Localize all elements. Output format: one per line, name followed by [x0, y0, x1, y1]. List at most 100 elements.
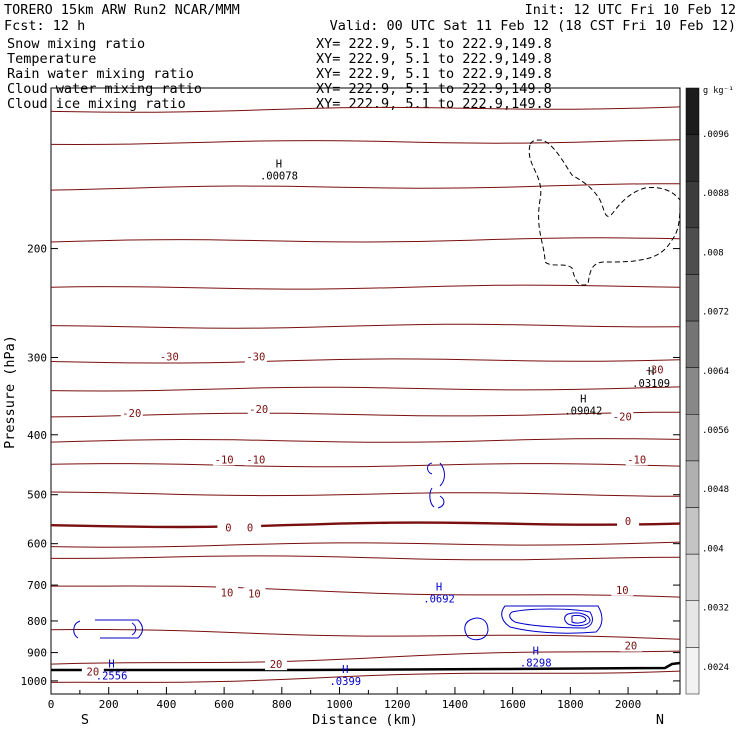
color-bar-segment	[685, 227, 700, 275]
contour-label-bg	[244, 350, 267, 363]
y-tick-label: 500	[27, 489, 47, 502]
legend-xy-temperature: XY= 222.9, 5.1 to 222.9,149.8	[316, 51, 552, 67]
color-bar-segment	[685, 367, 700, 415]
contour-label-bg	[216, 586, 239, 599]
cloud-ice-contour-upper	[528, 139, 681, 286]
color-bar-unit: g kg⁻¹	[703, 86, 734, 96]
extremum-high-marker: H	[580, 393, 586, 405]
y-tick-label: 800	[27, 615, 47, 628]
x-tick-label: 1200	[384, 698, 411, 711]
temperature-contour-20	[50, 629, 681, 640]
y-tick-label: 300	[27, 351, 47, 364]
extremum-value: .09042	[564, 405, 602, 417]
contour-label-bg	[625, 453, 648, 466]
temperature-contour-m35	[50, 323, 681, 329]
legend-xy-cloud-ice: XY= 222.9, 5.1 to 222.9,149.8	[316, 96, 552, 112]
color-bar-tick-label: .0064	[702, 367, 729, 377]
temperature-contour-m50	[50, 183, 680, 191]
y-tick-label: 1000	[21, 675, 48, 688]
legend-xy-rain: XY= 222.9, 5.1 to 222.9,149.8	[316, 66, 552, 82]
contour-label: -30	[246, 351, 265, 363]
color-bar-segment	[685, 600, 700, 648]
color-bar-tick-label: .0088	[702, 189, 729, 199]
legend-xy-snow: XY= 222.9, 5.1 to 222.9,149.8	[316, 36, 552, 52]
legend-field-rain: Rain water mixing ratio	[7, 66, 194, 82]
contour-label: -10	[215, 454, 234, 466]
extremum-value: .0399	[329, 676, 361, 688]
x-tick-label: 1400	[442, 698, 469, 711]
temperature-contours	[50, 106, 681, 683]
contour-label: 0	[625, 516, 631, 528]
cloud-water-contour-north-3	[564, 612, 591, 627]
cloud-water-contour-south-inner	[131, 622, 137, 636]
contour-label: -30	[160, 351, 179, 363]
south-end-label: S	[81, 712, 89, 728]
contour-label-bg	[120, 406, 143, 419]
cloud-water-contour-north-2	[509, 608, 593, 629]
y-axis-title: Pressure (hPa)	[2, 335, 18, 449]
extremum-value: .2556	[96, 670, 128, 682]
x-tick-label: 600	[214, 698, 234, 711]
contour-label: 10	[616, 585, 629, 597]
contour-labels: -30 -30 -30 -20 -20 -20 -10 -10 -10 0 0 0 10 10 10 20 20…	[81, 350, 666, 679]
x-axis-title: Distance (km)	[312, 712, 418, 728]
color-bar-tick-label: .0056	[702, 426, 729, 436]
temperature-contour-m10	[50, 463, 681, 468]
contour-label-bg	[617, 514, 640, 527]
north-end-label: N	[656, 712, 664, 728]
color-bar-segment	[685, 320, 700, 368]
color-bar-segment	[685, 134, 700, 182]
contour-label-bg	[217, 521, 240, 534]
extremum-high-marker: H	[342, 664, 348, 676]
contour-label-bg	[265, 658, 288, 671]
contour-label-bg	[611, 410, 634, 423]
extremum-high-marker: H	[533, 645, 539, 657]
temperature-contour-15	[51, 585, 681, 598]
extrema-markers: H.00078H.09042H.03109H.0692H.2556H.0399H…	[96, 158, 670, 688]
temperature-contour-m5	[50, 491, 681, 497]
contour-label: 0	[225, 522, 231, 534]
extremum-value: .8298	[520, 657, 552, 669]
extremum-value: .0692	[423, 594, 455, 606]
header-fcst: Fcst: 12 h	[4, 18, 85, 34]
y-tick-label: 700	[27, 579, 47, 592]
color-bar-tick-label: .0048	[702, 485, 729, 495]
contour-label-bg	[213, 453, 236, 466]
contour-label: 0	[247, 522, 253, 534]
cloud-water-contour-north	[501, 605, 603, 634]
header-valid: Valid: 00 UTC Sat 11 Feb 12 (18 CST Fri …	[330, 18, 736, 34]
temperature-contour-m55	[50, 139, 681, 146]
x-tick-label: 1000	[326, 698, 353, 711]
cloud-water-contour-mid	[427, 462, 445, 509]
extremum-value: .00078	[260, 170, 298, 182]
contour-label-bg	[247, 403, 270, 416]
color-bar-segment	[685, 507, 700, 555]
color-bar-segment	[685, 274, 700, 322]
y-tick-label: 400	[27, 429, 47, 442]
x-tick-label: 0	[48, 698, 55, 711]
color-bar-segment	[685, 460, 700, 508]
color-bar-tick-label: .0072	[702, 308, 729, 318]
color-bar-tick-label: .008	[702, 248, 724, 258]
contour-label: -30	[645, 365, 664, 377]
color-bar-segment	[685, 87, 700, 135]
contour-label: 10	[248, 589, 261, 601]
header-model: TORERO 15km ARW Run2 NCAR/MMM	[4, 2, 240, 18]
x-tick-label: 1600	[499, 698, 526, 711]
contour-label-bg	[158, 350, 181, 363]
legend-xy-cloud-water: XY= 222.9, 5.1 to 222.9,149.8	[316, 81, 552, 97]
temperature-contour-m60	[50, 106, 681, 113]
color-bar-tick-label: .0032	[702, 604, 729, 614]
contour-label: 20	[87, 667, 100, 679]
temperature-contour-m20	[50, 411, 681, 418]
y-tick-label: 200	[27, 243, 47, 256]
temperature-contour-m40	[50, 284, 681, 290]
temperature-contour-30	[50, 670, 681, 683]
color-bar-segment	[685, 414, 700, 462]
contour-label: -20	[122, 408, 141, 420]
legend-field-snow: Snow mixing ratio	[7, 36, 145, 52]
temperature-contour-m30	[50, 358, 681, 364]
contour-label: -20	[249, 404, 268, 416]
